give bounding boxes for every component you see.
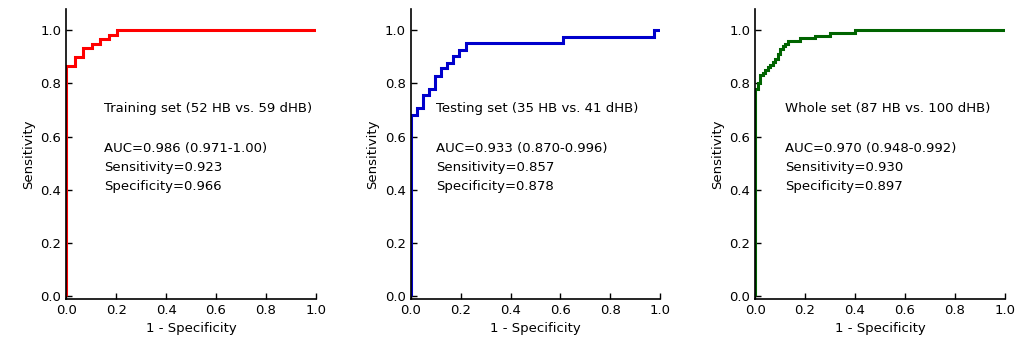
Text: Whole set (87 HB vs. 100 dHB): Whole set (87 HB vs. 100 dHB) bbox=[785, 102, 989, 115]
Text: Testing set (35 HB vs. 41 dHB): Testing set (35 HB vs. 41 dHB) bbox=[435, 102, 638, 115]
X-axis label: 1 - Specificity: 1 - Specificity bbox=[834, 322, 924, 335]
Text: AUC=0.986 (0.971-1.00)
Sensitivity=0.923
Specificity=0.966: AUC=0.986 (0.971-1.00) Sensitivity=0.923… bbox=[104, 142, 267, 193]
Y-axis label: Sensitivity: Sensitivity bbox=[366, 119, 379, 189]
X-axis label: 1 - Specificity: 1 - Specificity bbox=[146, 322, 236, 335]
X-axis label: 1 - Specificity: 1 - Specificity bbox=[490, 322, 580, 335]
Y-axis label: Sensitivity: Sensitivity bbox=[710, 119, 723, 189]
Text: AUC=0.970 (0.948-0.992)
Sensitivity=0.930
Specificity=0.897: AUC=0.970 (0.948-0.992) Sensitivity=0.93… bbox=[785, 142, 956, 193]
Y-axis label: Sensitivity: Sensitivity bbox=[21, 119, 35, 189]
Text: AUC=0.933 (0.870-0.996)
Sensitivity=0.857
Specificity=0.878: AUC=0.933 (0.870-0.996) Sensitivity=0.85… bbox=[435, 142, 606, 193]
Text: Training set (52 HB vs. 59 dHB): Training set (52 HB vs. 59 dHB) bbox=[104, 102, 312, 115]
